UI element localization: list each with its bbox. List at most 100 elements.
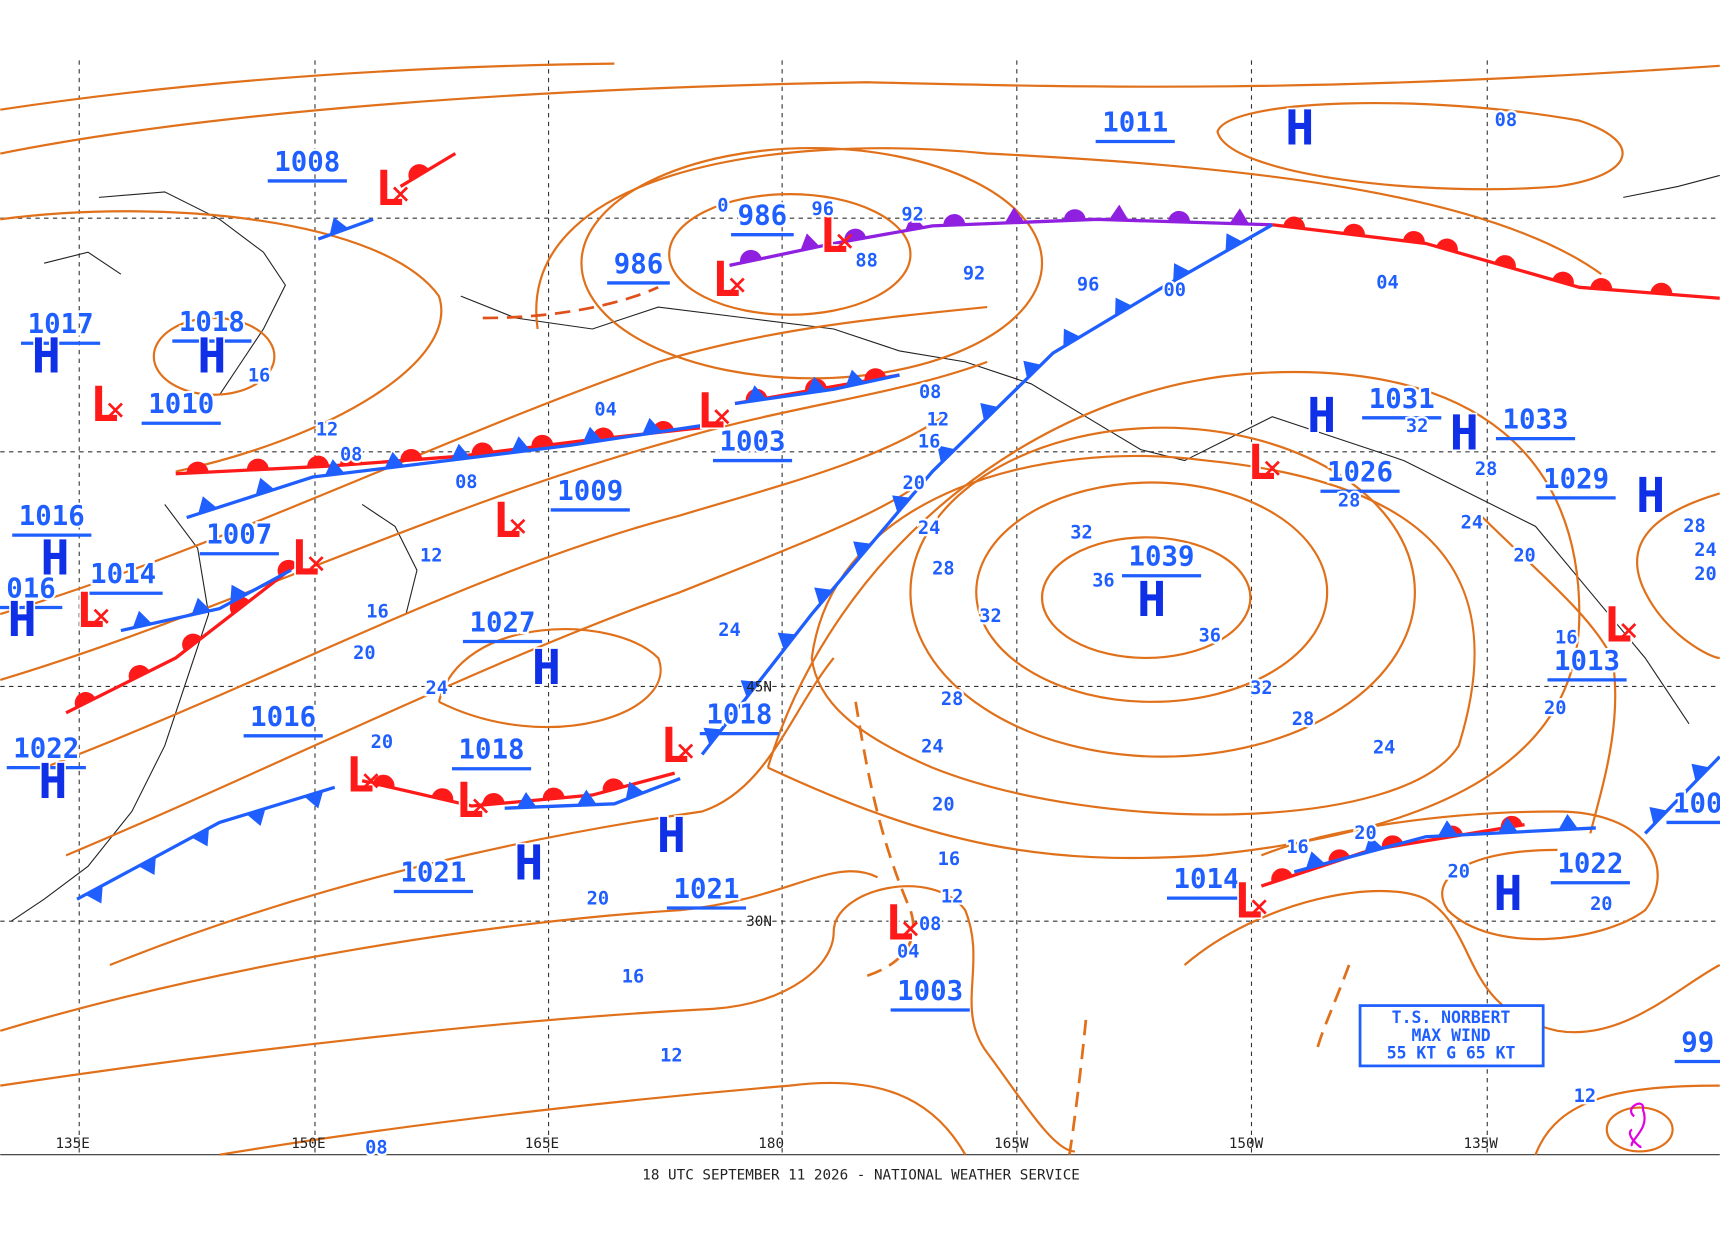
- islands: [361, 174, 1720, 615]
- low-center-mark: [93, 608, 109, 624]
- isobar-label: 16: [622, 967, 644, 988]
- isobar-label: 16: [938, 849, 960, 870]
- isobar-label: 08: [455, 472, 477, 493]
- front-barb: [1229, 208, 1250, 225]
- isobar-label: 12: [420, 545, 442, 566]
- low-center-mark: [392, 186, 409, 202]
- pressure-label: 1018: [706, 700, 772, 731]
- storm-box-frame: [1358, 1004, 1545, 1068]
- front-bump: [1402, 231, 1425, 244]
- front-barb: [191, 828, 209, 847]
- front-bump: [186, 461, 209, 474]
- low-center-mark: [308, 556, 324, 572]
- pressure-label: 1016: [19, 501, 85, 532]
- isobar: [668, 193, 912, 316]
- isobar-label: 92: [901, 204, 923, 225]
- storm-box: T.S. NORBERT MAX WIND 55 KT G 65 KT: [1358, 1004, 1646, 1149]
- isobar-label: 24: [921, 736, 943, 757]
- front-bump: [408, 164, 429, 181]
- longitude-label: 180: [758, 1136, 784, 1152]
- isobar: [1636, 492, 1720, 660]
- front-bump: [844, 228, 867, 242]
- high-center: H: [197, 329, 226, 385]
- isobar-label: 28: [1475, 459, 1497, 480]
- low-center-mark: [902, 921, 918, 937]
- front-barb: [800, 233, 820, 251]
- front-bump: [246, 458, 269, 471]
- front-bump: [1343, 223, 1365, 237]
- front-barb: [1649, 806, 1668, 825]
- pressure-label: 1007: [206, 520, 272, 551]
- low-center: L: [492, 493, 521, 549]
- isobar-label: 08: [919, 382, 941, 403]
- isobar: [0, 64, 1720, 155]
- front-barb: [642, 417, 662, 435]
- front-barb: [516, 791, 537, 808]
- front-barb: [625, 781, 645, 800]
- low-center-mark: [363, 773, 379, 789]
- pressure-label: 1013: [1554, 646, 1620, 677]
- front-barb: [132, 610, 152, 628]
- warm-front: [399, 152, 457, 188]
- low-center: L: [1603, 597, 1632, 653]
- pressure-label: 1009: [557, 476, 623, 507]
- warm-front: [361, 771, 676, 808]
- high-center: H: [41, 530, 70, 586]
- front-bump: [372, 774, 395, 789]
- isobar-label: 20: [1694, 564, 1716, 585]
- low-center-mark: [1621, 622, 1637, 639]
- isobar-label: 28: [941, 689, 963, 710]
- front-bump: [739, 249, 762, 264]
- isobar-label: 24: [718, 620, 740, 641]
- front-bump: [128, 665, 150, 681]
- front-barb: [740, 680, 759, 698]
- front-barb: [1558, 814, 1579, 830]
- front-bump: [74, 692, 96, 708]
- isobar: [1534, 1084, 1720, 1156]
- front-barb: [746, 385, 767, 402]
- pressure-label: 1021: [400, 857, 466, 888]
- pressure-label: 1016: [250, 702, 316, 733]
- graticule: [0, 60, 1720, 1156]
- storm-wind-label: MAX WIND: [1411, 1026, 1490, 1045]
- labels: 135E 150E 165E 180 165W 150W 135W 45N 30N 1011 100…: [0, 99, 1720, 1161]
- front-bump: [1436, 238, 1458, 253]
- low-center: L: [712, 252, 741, 308]
- pressure-label: 1017: [28, 309, 94, 340]
- pressure-label: 1011: [1102, 107, 1168, 138]
- trough: [1068, 964, 1351, 1155]
- troughs: [482, 286, 1351, 1155]
- isobar-label: 32: [1250, 678, 1272, 699]
- longitude-label: 135E: [55, 1136, 89, 1152]
- front-bump: [1552, 271, 1574, 286]
- isobar-label: 20: [371, 732, 393, 753]
- front-barb: [806, 376, 827, 394]
- isobar-label: 20: [932, 794, 954, 815]
- low-center-mark: [714, 409, 730, 425]
- isobar-label: 20: [1590, 894, 1612, 915]
- isobar-label: 28: [1683, 516, 1705, 537]
- front-bump: [1271, 868, 1293, 883]
- isobar-label: 20: [1513, 545, 1535, 566]
- isobar-label: 12: [660, 1046, 682, 1067]
- isobar-label: 08: [1495, 110, 1517, 131]
- low-center-mark: [510, 518, 526, 534]
- isobar: [1183, 889, 1720, 1034]
- latitude-label: 30N: [746, 914, 772, 930]
- longitude-label: 150W: [1229, 1136, 1264, 1152]
- front-barb: [980, 402, 999, 421]
- storm-name: T.S. NORBERT: [1392, 1008, 1511, 1027]
- front-barb: [814, 587, 833, 605]
- isobar-label: 16: [918, 431, 940, 452]
- pressure-label: 1026: [1327, 457, 1393, 488]
- isobar-label: 08: [365, 1138, 387, 1159]
- front-barb: [853, 541, 872, 559]
- front-barb: [255, 477, 275, 496]
- high-center: H: [38, 754, 67, 810]
- cold-front: [700, 285, 1164, 756]
- front-bump: [1494, 255, 1516, 270]
- isobar-label: 20: [587, 889, 609, 910]
- low-center: L: [90, 377, 119, 433]
- isobar-label: 12: [1574, 1086, 1596, 1107]
- low-center: L: [375, 161, 404, 217]
